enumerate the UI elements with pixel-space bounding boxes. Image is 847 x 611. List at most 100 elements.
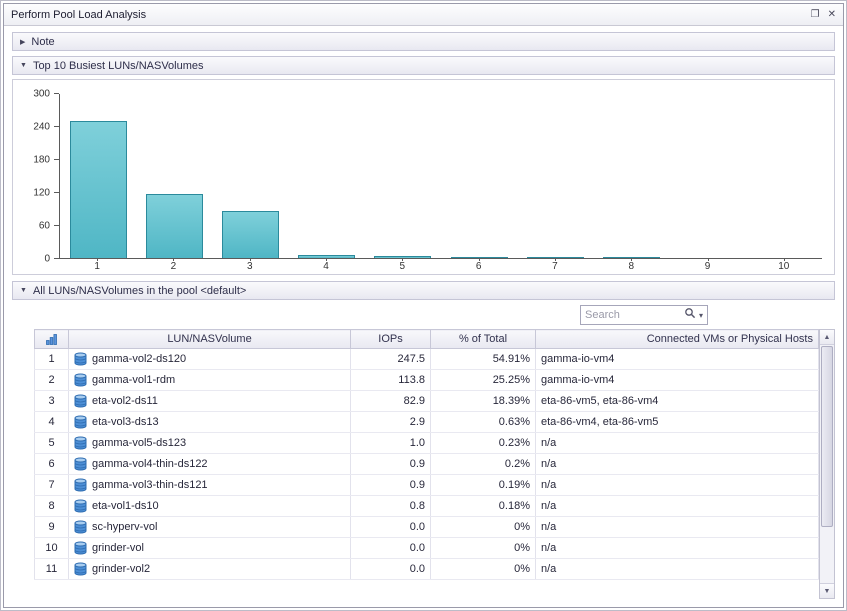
iops-value: 0.9 xyxy=(350,474,431,496)
row-rank: 4 xyxy=(34,411,69,433)
all-luns-section-label: All LUNs/NASVolumes in the pool <default… xyxy=(32,284,247,297)
pct-value: 0.19% xyxy=(430,474,536,496)
volume-icon xyxy=(74,352,87,366)
table-row[interactable]: 1 gamma-vol2-ds120 247.5 54.91% gamma-io… xyxy=(34,348,819,370)
chart-bar-slot xyxy=(441,94,517,258)
lun-column-header[interactable]: LUN/NASVolume xyxy=(68,329,351,349)
row-rank: 11 xyxy=(34,558,69,580)
x-axis-label: 6 xyxy=(440,258,516,272)
iops-value: 247.5 xyxy=(350,348,431,370)
lun-name: eta-vol2-ds11 xyxy=(92,395,158,407)
table-row[interactable]: 6 gamma-vol4-thin-ds122 0.9 0.2% n/a xyxy=(34,453,819,475)
x-axis-label: 2 xyxy=(135,258,211,272)
rank-column-header[interactable] xyxy=(34,329,69,349)
row-rank: 10 xyxy=(34,537,69,559)
pct-column-header[interactable]: % of Total xyxy=(430,329,536,349)
chart-bar xyxy=(298,255,356,258)
y-axis-tick xyxy=(54,126,59,127)
volume-icon xyxy=(74,499,87,513)
pct-value: 0% xyxy=(430,558,536,580)
pct-value: 0.2% xyxy=(430,453,536,475)
hosts-value: eta-86-vm4, eta-86-vm5 xyxy=(535,411,819,433)
hosts-value: gamma-io-vm4 xyxy=(535,369,819,391)
lun-name-cell: gamma-vol5-ds123 xyxy=(68,432,351,454)
table-row[interactable]: 5 gamma-vol5-ds123 1.0 0.23% n/a xyxy=(34,432,819,454)
volume-icon xyxy=(74,394,87,408)
expanded-arrow-icon: ▼ xyxy=(20,287,27,294)
scrollbar-track[interactable] xyxy=(820,345,834,583)
all-luns-section-header[interactable]: ▼ All LUNs/NASVolumes in the pool <defau… xyxy=(12,281,835,300)
iops-value: 2.9 xyxy=(350,411,431,433)
lun-name: eta-vol3-ds13 xyxy=(92,416,159,428)
search-box[interactable]: ▾ xyxy=(580,305,708,325)
chart-bar xyxy=(145,194,203,258)
hosts-value: n/a xyxy=(535,495,819,517)
y-axis-tick xyxy=(54,93,59,94)
lun-name-cell: gamma-vol3-thin-ds121 xyxy=(68,474,351,496)
iops-column-header[interactable]: IOPs xyxy=(350,329,431,349)
top10-section-header[interactable]: ▼ Top 10 Busiest LUNs/NASVolumes xyxy=(12,56,835,75)
float-window-icon[interactable]: ❐ xyxy=(810,8,820,20)
table-row[interactable]: 4 eta-vol3-ds13 2.9 0.63% eta-86-vm4, et… xyxy=(34,411,819,433)
iops-value: 0.0 xyxy=(350,516,431,538)
table-row[interactable]: 3 eta-vol2-ds11 82.9 18.39% eta-86-vm5, … xyxy=(34,390,819,412)
chart-bar xyxy=(450,256,508,258)
row-rank: 5 xyxy=(34,432,69,454)
search-input[interactable] xyxy=(581,309,682,321)
x-axis-label: 9 xyxy=(669,258,745,272)
pct-value: 18.39% xyxy=(430,390,536,412)
lun-name: gamma-vol5-ds123 xyxy=(92,437,187,449)
note-section-label: Note xyxy=(31,35,55,48)
table-row[interactable]: 10 grinder-vol 0.0 0% n/a xyxy=(34,537,819,559)
lun-name-cell: gamma-vol4-thin-ds122 xyxy=(68,453,351,475)
window-titlebar[interactable]: Perform Pool Load Analysis ❐ ✕ xyxy=(4,4,843,26)
lun-name: gamma-vol2-ds120 xyxy=(92,353,187,365)
chart-bar xyxy=(374,256,432,258)
y-axis-label: 0 xyxy=(44,253,50,265)
pct-value: 0.23% xyxy=(430,432,536,454)
row-rank: 1 xyxy=(34,348,69,370)
chart-bar-slot xyxy=(593,94,669,258)
lun-name-cell: grinder-vol2 xyxy=(68,558,351,580)
iops-value: 0.0 xyxy=(350,537,431,559)
hosts-column-header[interactable]: Connected VMs or Physical Hosts xyxy=(535,329,819,349)
scroll-up-icon[interactable]: ▲ xyxy=(820,330,834,345)
table-row[interactable]: 9 sc-hyperv-vol 0.0 0% n/a xyxy=(34,516,819,538)
pct-value: 0% xyxy=(430,537,536,559)
search-dropdown-icon[interactable]: ▾ xyxy=(698,310,703,320)
pct-value: 0% xyxy=(430,516,536,538)
lun-name: eta-vol1-ds10 xyxy=(92,500,159,512)
hosts-value: n/a xyxy=(535,474,819,496)
table-row[interactable]: 7 gamma-vol3-thin-ds121 0.9 0.19% n/a xyxy=(34,474,819,496)
search-controls[interactable]: ▾ xyxy=(682,306,707,324)
table-row[interactable]: 11 grinder-vol2 0.0 0% n/a xyxy=(34,558,819,580)
expanded-arrow-icon: ▼ xyxy=(20,62,27,69)
volume-icon xyxy=(74,436,87,450)
scroll-down-icon[interactable]: ▼ xyxy=(820,583,834,598)
chart-plot-column: 1 2 3 4 5 6 7 8 9 10 xyxy=(59,94,822,272)
close-icon[interactable]: ✕ xyxy=(827,8,836,20)
iops-value: 0.8 xyxy=(350,495,431,517)
table-row[interactable]: 8 eta-vol1-ds10 0.8 0.18% n/a xyxy=(34,495,819,517)
chart-bar xyxy=(222,211,279,258)
row-rank: 9 xyxy=(34,516,69,538)
table-header-row: LUN/NASVolume IOPs % of Total Connected … xyxy=(34,329,819,349)
scrollbar-thumb[interactable] xyxy=(821,346,833,527)
search-icon[interactable] xyxy=(684,306,696,324)
row-rank: 7 xyxy=(34,474,69,496)
y-axis-tick xyxy=(54,258,59,259)
iops-value: 1.0 xyxy=(350,432,431,454)
row-rank: 3 xyxy=(34,390,69,412)
table-row[interactable]: 2 gamma-vol1-rdm 113.8 25.25% gamma-io-v… xyxy=(34,369,819,391)
y-axis-label: 120 xyxy=(33,187,50,199)
note-section-header[interactable]: ▶ Note xyxy=(12,32,835,51)
luns-table: LUN/NASVolume IOPs % of Total Connected … xyxy=(34,329,819,580)
chart-bar-slot xyxy=(136,94,212,258)
x-axis-label: 4 xyxy=(288,258,364,272)
lun-name-cell: gamma-vol2-ds120 xyxy=(68,348,351,370)
lun-name: sc-hyperv-vol xyxy=(92,521,158,533)
lun-name-cell: gamma-vol1-rdm xyxy=(68,369,351,391)
hosts-value: n/a xyxy=(535,537,819,559)
vertical-scrollbar[interactable]: ▲ ▼ xyxy=(819,329,835,599)
iops-value: 0.9 xyxy=(350,453,431,475)
